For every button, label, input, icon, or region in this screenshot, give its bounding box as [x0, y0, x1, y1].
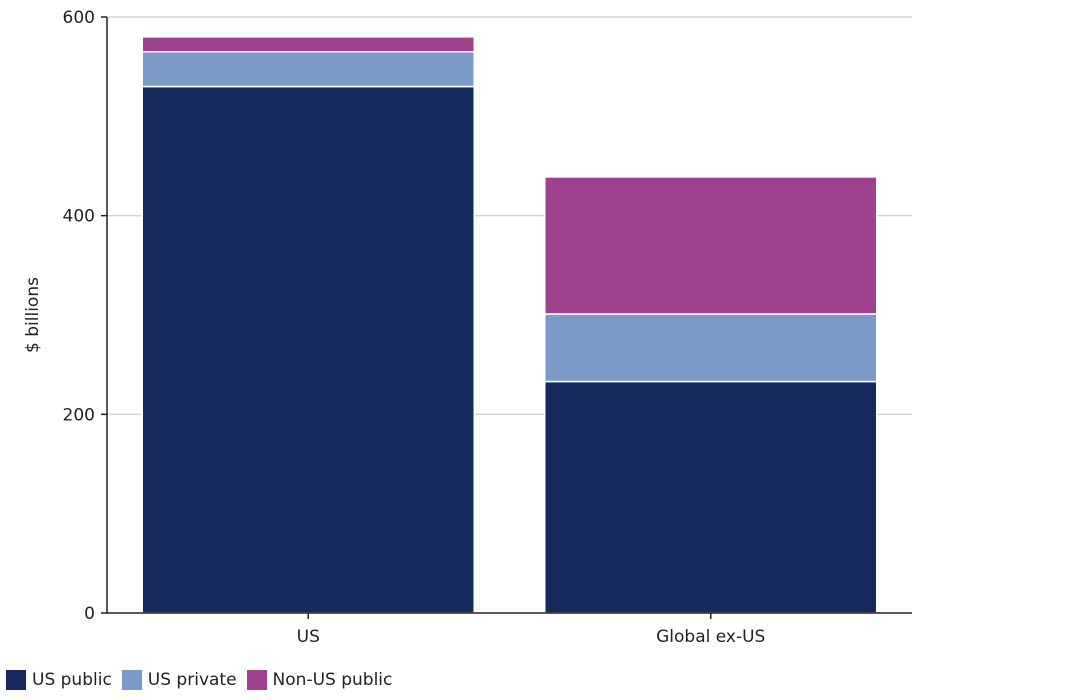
- legend-label: US public: [32, 670, 112, 690]
- legend: US public US private Non-US public: [6, 670, 402, 690]
- legend-swatch: [121, 670, 142, 690]
- y-tick-label-200: 200: [63, 405, 95, 425]
- x-tick-label-0: US: [297, 627, 320, 647]
- stacked-bar-chart: 0 200 400 600 US Global ex-US $ billions: [23, 8, 912, 647]
- legend-item-us-private: US private: [121, 670, 237, 690]
- legend-label: US private: [147, 670, 237, 690]
- bar-segment-global-ex-us-us-private: [544, 313, 878, 383]
- legend-label: Non-US public: [272, 670, 393, 690]
- bar-segment-global-ex-us-us-public: [544, 380, 878, 614]
- bar-segment-us-us-public: [141, 85, 475, 614]
- bar-segment-us-us-private: [141, 51, 475, 88]
- y-tick-label-600: 600: [63, 8, 95, 28]
- legend-item-us-public: US public: [6, 670, 112, 690]
- axes: [106, 17, 912, 614]
- legend-item-non-us-public: Non-US public: [246, 670, 393, 690]
- bar-segment-us-non-us-public: [141, 36, 475, 53]
- legend-swatch: [6, 670, 26, 690]
- bar-segment-global-ex-us-non-us-public: [544, 176, 878, 315]
- y-tick-label-400: 400: [63, 207, 95, 227]
- y-tick-label-0: 0: [84, 604, 95, 624]
- bars: [141, 36, 878, 614]
- legend-swatch: [246, 670, 267, 690]
- y-axis-label: $ billions: [23, 277, 43, 353]
- tick-labels: 0 200 400 600 US Global ex-US: [63, 8, 766, 647]
- x-tick-label-1: Global ex-US: [656, 627, 765, 647]
